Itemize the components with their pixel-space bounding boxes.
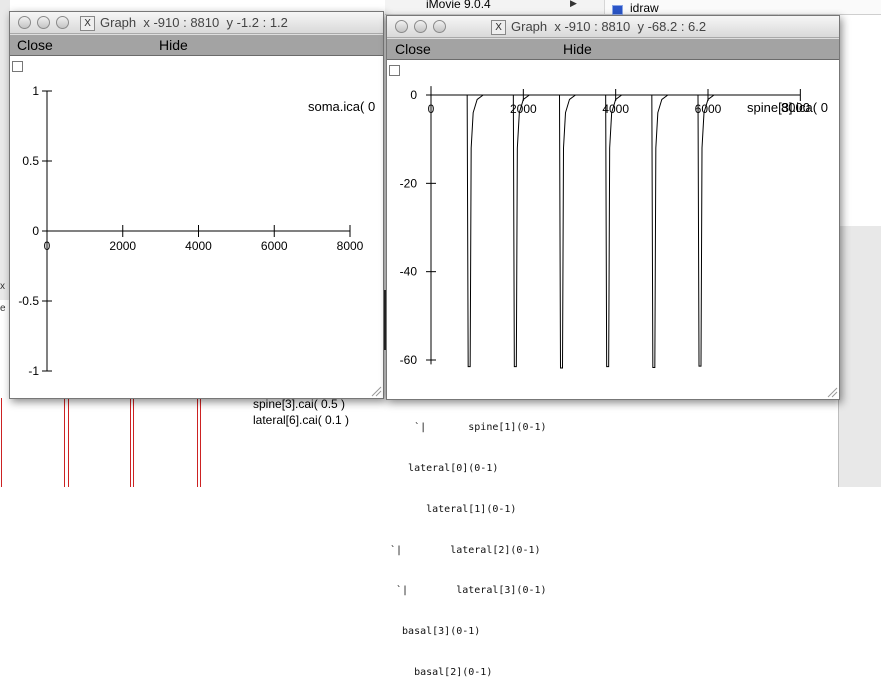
tree-line[interactable]: `| spine[1](0-1) bbox=[390, 422, 547, 434]
tree-line[interactable]: `| lateral[3](0-1) bbox=[390, 585, 547, 597]
hide-button[interactable]: Hide bbox=[563, 41, 592, 57]
spike-trace bbox=[697, 94, 715, 367]
x-tick-label: 2000 bbox=[109, 239, 136, 253]
window-titlebar[interactable]: X Graph x -910 : 8810 y -1.2 : 1.2 bbox=[10, 12, 383, 34]
background-trace bbox=[130, 398, 131, 487]
legend-spine3-cai: spine[3].cai( 0.5 ) bbox=[253, 397, 346, 411]
y-tick-label: 0 bbox=[32, 224, 39, 238]
graph-checkbox[interactable] bbox=[389, 65, 400, 76]
y-tick-label: 0 bbox=[410, 88, 417, 102]
graph-variable-label[interactable]: soma.ica( 0 bbox=[308, 99, 376, 114]
y-tick-label: -1 bbox=[28, 364, 39, 378]
background-menu-item[interactable]: iMovie 9.0.4 bbox=[426, 0, 491, 11]
background-trace bbox=[197, 398, 198, 487]
x-tick-label: 6000 bbox=[261, 239, 288, 253]
x-tick-label: 2000 bbox=[510, 102, 537, 116]
submenu-arrow-icon: ▶ bbox=[570, 0, 577, 8]
y-tick-label: 0.5 bbox=[22, 154, 39, 168]
spike-trace bbox=[466, 94, 484, 368]
background-mark: x bbox=[0, 281, 5, 292]
tree-line[interactable]: basal[3](0-1) bbox=[390, 626, 481, 638]
close-window-icon[interactable] bbox=[395, 20, 408, 33]
background-panel bbox=[838, 226, 881, 487]
x-tick-label: 0 bbox=[428, 102, 435, 116]
section-tree: `| spine[1](0-1) lateral[0](0-1) lateral… bbox=[390, 394, 840, 693]
tree-line[interactable]: `| lateral[2](0-1) bbox=[390, 544, 541, 556]
minimize-window-icon[interactable] bbox=[414, 20, 427, 33]
background-trace bbox=[133, 398, 134, 487]
background-side-item[interactable]: idraw bbox=[630, 1, 659, 15]
tree-line[interactable]: lateral[1](0-1) bbox=[390, 503, 517, 515]
legend-lateral6-cai: lateral[6].cai( 0.1 ) bbox=[253, 413, 350, 427]
resize-grip-icon[interactable] bbox=[370, 385, 382, 397]
background-trace bbox=[1, 398, 2, 487]
close-button[interactable]: Close bbox=[395, 41, 431, 57]
y-tick-label: 1 bbox=[32, 84, 39, 98]
background-trace bbox=[64, 398, 65, 487]
tree-line[interactable]: lateral[0](0-1) bbox=[390, 462, 499, 474]
hide-button[interactable]: Hide bbox=[159, 37, 188, 53]
window-title: Graph x -910 : 8810 y -1.2 : 1.2 bbox=[100, 15, 288, 30]
resize-grip-icon[interactable] bbox=[826, 386, 838, 398]
app-icon bbox=[612, 5, 623, 15]
x-tick-label: 4000 bbox=[602, 102, 629, 116]
background-left-panel bbox=[0, 0, 10, 300]
graph-plot-soma[interactable]: 0 2000 4000 6000 8000 1 0.5 0 -0.5 -1 bbox=[10, 56, 383, 396]
close-window-icon[interactable] bbox=[18, 16, 31, 29]
x11-icon: X bbox=[491, 20, 506, 35]
spike-trace bbox=[559, 94, 576, 369]
background-trace bbox=[200, 398, 201, 487]
x-tick-label: 6000 bbox=[695, 102, 722, 116]
spike-trace bbox=[651, 94, 669, 369]
y-tick-label: -0.5 bbox=[18, 294, 39, 308]
window-titlebar[interactable]: X Graph x -910 : 8810 y -68.2 : 6.2 bbox=[387, 16, 839, 38]
background-strip bbox=[382, 290, 388, 350]
y-tick-label: -40 bbox=[400, 265, 418, 279]
spike-trace bbox=[512, 94, 530, 368]
graph-menubar: Close Hide bbox=[10, 34, 383, 56]
graph-menubar: Close Hide bbox=[387, 38, 839, 60]
y-tick-label: -60 bbox=[400, 353, 418, 367]
background-trace bbox=[68, 398, 69, 487]
x-tick-label: 4000 bbox=[185, 239, 212, 253]
graph-checkbox[interactable] bbox=[12, 61, 23, 72]
y-tick-label: -20 bbox=[400, 176, 418, 190]
graph-window-soma: X Graph x -910 : 8810 y -1.2 : 1.2 Close… bbox=[9, 11, 384, 399]
x11-icon: X bbox=[80, 16, 95, 31]
background-side-list bbox=[604, 0, 881, 14]
zoom-window-icon[interactable] bbox=[433, 20, 446, 33]
background-mark: e bbox=[0, 303, 6, 314]
graph-plot-spine[interactable]: 0 2000 4000 6000 0 -20 -40 -60 bbox=[387, 60, 839, 396]
graph-variable-label[interactable]: spine[3].ica( 0 bbox=[747, 100, 828, 115]
close-button[interactable]: Close bbox=[17, 37, 53, 53]
window-title: Graph x -910 : 8810 y -68.2 : 6.2 bbox=[511, 19, 707, 34]
spike-trace bbox=[605, 94, 622, 368]
x-tick-label: 8000 bbox=[337, 239, 364, 253]
tree-line[interactable]: basal[2](0-1) bbox=[390, 666, 493, 678]
graph-window-spine: X Graph x -910 : 8810 y -68.2 : 6.2 Clos… bbox=[386, 15, 840, 400]
minimize-window-icon[interactable] bbox=[37, 16, 50, 29]
x-tick-label: 0 bbox=[44, 239, 51, 253]
zoom-window-icon[interactable] bbox=[56, 16, 69, 29]
graph-overlap-tick-label: 8000 bbox=[781, 100, 810, 115]
